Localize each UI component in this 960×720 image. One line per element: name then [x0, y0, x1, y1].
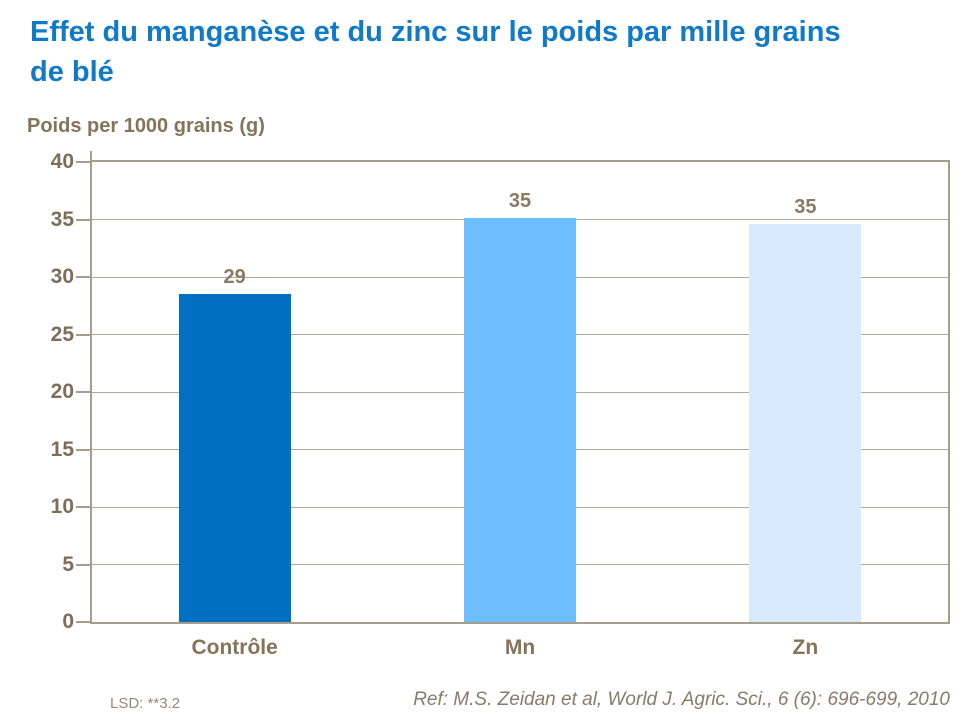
y-tick-label: 20 — [50, 380, 74, 403]
y-tick-label: 0 — [62, 610, 74, 633]
category-label: Zn — [792, 636, 819, 659]
bar-zn — [749, 224, 862, 622]
y-tick-mark — [76, 276, 90, 278]
y-tick-label: 30 — [50, 265, 74, 288]
bar-value-label: 35 — [508, 190, 532, 213]
y-tick-mark — [76, 448, 90, 451]
y-tick-mark — [76, 161, 90, 163]
axis-top-tick — [90, 151, 92, 160]
bar-contr-le — [178, 294, 291, 622]
bar-value-label: 29 — [223, 266, 246, 289]
y-tick-mark — [76, 333, 90, 336]
y-tick-label: 10 — [50, 495, 74, 518]
category-label: Contrôle — [191, 636, 278, 659]
y-tick-label: 35 — [50, 207, 74, 231]
y-tick-label: 5 — [62, 552, 74, 576]
page-title: Effet du manganèse et du zinc sur le poi… — [30, 16, 841, 89]
category-label: Mn — [504, 636, 536, 659]
y-tick-mark — [76, 563, 90, 566]
plot-area: 29 35 35 — [90, 160, 950, 624]
bar-value-label: 35 — [794, 196, 817, 219]
y-axis-title: Poids per 1000 grains (g) — [27, 115, 265, 137]
y-tick-label: 15 — [50, 437, 74, 461]
y-tick-mark — [76, 391, 90, 393]
y-tick-mark — [76, 506, 90, 508]
y-tick-mark — [76, 218, 90, 221]
y-tick-label: 25 — [50, 322, 74, 346]
reference-citation: Ref: M.S. Zeidan et al, World J. Agric. … — [413, 689, 950, 710]
lsd-note: LSD: **3.2 — [110, 695, 181, 712]
y-tick-mark — [76, 621, 90, 623]
y-tick-label: 40 — [50, 150, 74, 173]
bar-mn — [464, 218, 576, 622]
